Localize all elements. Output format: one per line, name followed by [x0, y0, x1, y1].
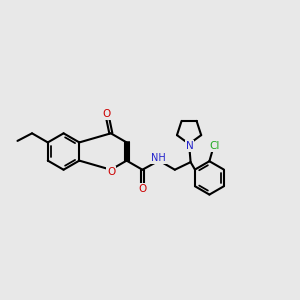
Text: O: O: [139, 184, 147, 194]
Text: Cl: Cl: [209, 141, 220, 151]
Text: O: O: [103, 109, 111, 119]
Text: O: O: [107, 167, 116, 177]
Text: N: N: [186, 141, 194, 151]
Text: NH: NH: [151, 154, 166, 164]
